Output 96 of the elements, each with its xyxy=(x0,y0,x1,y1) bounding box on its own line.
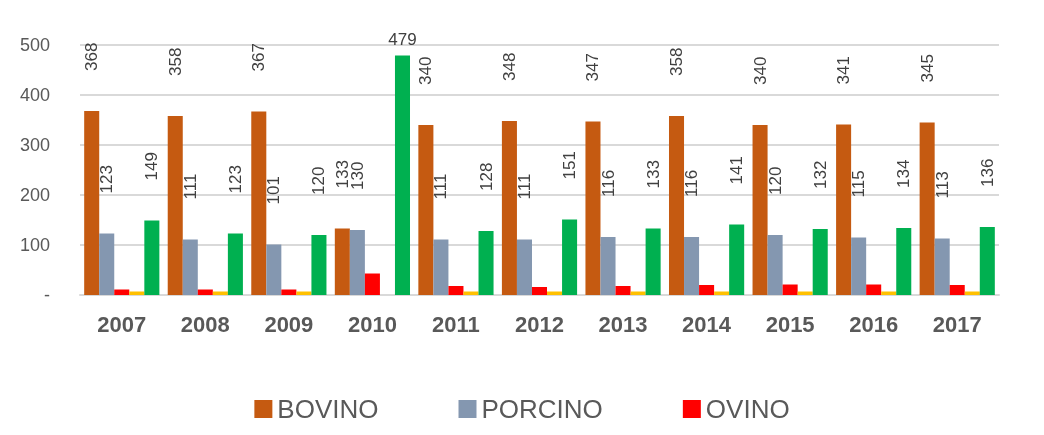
x-tick-label: 2007 xyxy=(97,311,147,337)
bar xyxy=(167,116,183,295)
data-label: 120 xyxy=(765,166,785,195)
bar xyxy=(394,55,410,295)
bar xyxy=(684,237,700,295)
y-tick-label: - xyxy=(44,285,50,305)
legend-label: BOVINO xyxy=(277,394,379,424)
data-label: 132 xyxy=(810,160,830,189)
data-label: 340 xyxy=(416,56,436,85)
x-tick-label: 2013 xyxy=(598,311,648,337)
data-label: 341 xyxy=(834,56,854,85)
bar xyxy=(463,291,479,295)
x-tick-label: 2017 xyxy=(932,311,982,337)
x-tick-label: 2012 xyxy=(515,311,564,337)
data-label: 479 xyxy=(388,29,417,49)
x-tick-label: 2015 xyxy=(765,311,815,337)
bar xyxy=(433,239,449,295)
bar xyxy=(84,111,100,295)
bar xyxy=(896,228,912,295)
legend-label: OVINO xyxy=(705,394,790,424)
bar xyxy=(251,111,267,295)
bar xyxy=(182,239,198,295)
x-tick-label: 2011 xyxy=(432,311,480,337)
data-label: 149 xyxy=(142,152,162,181)
data-label: 134 xyxy=(894,159,914,188)
data-label: 141 xyxy=(727,156,747,185)
data-label: 123 xyxy=(225,165,245,194)
bar xyxy=(531,287,548,295)
bar xyxy=(615,286,631,295)
y-tick-label: 500 xyxy=(19,35,50,55)
bar xyxy=(979,227,995,295)
data-label: 367 xyxy=(249,43,269,72)
bar xyxy=(501,121,517,295)
bar xyxy=(281,289,297,295)
data-label: 123 xyxy=(97,165,117,194)
data-label: 133 xyxy=(643,160,663,189)
data-label: 111 xyxy=(431,173,451,200)
bar xyxy=(836,124,852,295)
bar xyxy=(266,244,282,295)
bar xyxy=(669,116,685,295)
data-label: 116 xyxy=(682,169,702,197)
y-tick-label: 200 xyxy=(19,185,50,205)
bar xyxy=(349,230,365,295)
bar xyxy=(851,237,867,295)
x-tick-label: 2014 xyxy=(682,311,732,337)
bar xyxy=(812,229,828,295)
bar xyxy=(645,228,661,295)
bar xyxy=(699,285,715,295)
data-label: 115 xyxy=(849,170,869,198)
bar xyxy=(562,219,578,295)
data-label: 136 xyxy=(977,158,997,187)
bar xyxy=(600,237,616,295)
data-label: 111 xyxy=(514,173,534,200)
bar xyxy=(949,285,965,295)
bar xyxy=(767,235,783,295)
bar xyxy=(782,284,798,295)
bar xyxy=(585,121,601,295)
legend-label: PORCINO xyxy=(481,394,603,424)
data-label: 120 xyxy=(309,166,329,195)
bar xyxy=(752,125,768,295)
y-tick-label: 300 xyxy=(19,135,50,155)
data-label: 345 xyxy=(917,54,937,83)
bar xyxy=(478,231,494,295)
data-label: 128 xyxy=(476,162,496,191)
x-tick-label: 2009 xyxy=(264,311,314,337)
bar xyxy=(919,122,935,295)
data-label: 101 xyxy=(264,176,284,205)
data-label: 113 xyxy=(932,171,952,199)
bar xyxy=(448,286,464,295)
bar xyxy=(227,233,243,295)
data-label: 111 xyxy=(180,173,200,200)
bar xyxy=(418,125,434,295)
y-tick-label: 400 xyxy=(19,85,50,105)
bar xyxy=(364,273,380,295)
bar xyxy=(197,289,213,295)
bar xyxy=(866,284,882,295)
data-label: 358 xyxy=(667,47,687,76)
data-label: 116 xyxy=(598,169,618,197)
bar xyxy=(934,238,950,295)
data-label: 358 xyxy=(165,47,185,76)
y-tick-label: 100 xyxy=(19,235,50,255)
bar xyxy=(114,289,130,295)
x-tick-label: 2008 xyxy=(180,311,230,337)
data-label: 340 xyxy=(750,56,770,85)
bar xyxy=(729,224,745,295)
x-tick-label: 2016 xyxy=(849,311,899,337)
bar xyxy=(144,220,160,295)
bar xyxy=(334,228,350,295)
bar xyxy=(99,233,115,295)
bar xyxy=(516,239,532,295)
bar xyxy=(311,235,327,295)
x-tick-label: 2010 xyxy=(347,311,397,337)
data-label: 347 xyxy=(583,53,603,82)
data-label: 348 xyxy=(499,52,519,81)
data-label: 368 xyxy=(82,42,102,71)
data-label: 151 xyxy=(560,151,580,180)
